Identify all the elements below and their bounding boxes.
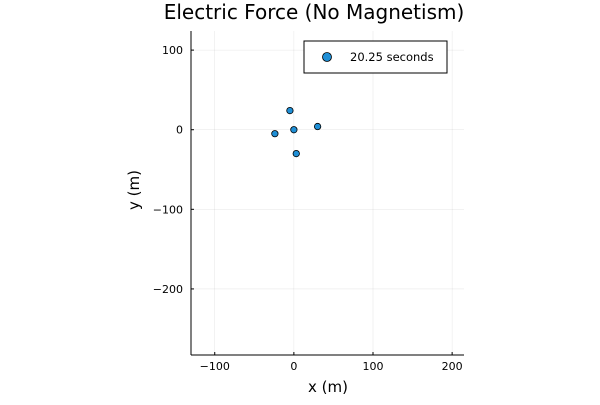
x-tick-label: 200 [442, 360, 463, 373]
x-tick-label: 0 [290, 360, 297, 373]
grid-lines [191, 31, 464, 355]
scatter-point [271, 130, 279, 138]
data-points [271, 107, 322, 158]
scatter-point [290, 126, 298, 134]
scatter-point [292, 149, 300, 158]
legend-label: 20.25 seconds [350, 50, 434, 64]
y-tick-label: 0 [176, 124, 183, 137]
axes [190, 31, 464, 356]
y-tick-label: −200 [153, 283, 183, 296]
legend-box [303, 40, 448, 74]
x-axis-title: x (m) [308, 378, 348, 396]
tick-labels: −100 0 100 200 100 0 −100 −200 [153, 44, 463, 373]
y-axis-title: y (m) [125, 170, 143, 210]
y-tick-label: 100 [162, 44, 183, 57]
x-tick-label: −100 [200, 360, 230, 373]
x-tick-label: 100 [363, 360, 384, 373]
legend-marker [322, 52, 332, 62]
scatter-point [286, 107, 294, 115]
y-tick-label: −100 [153, 203, 183, 216]
scatter-point [314, 122, 322, 131]
legend: 20.25 seconds [303, 40, 448, 74]
chart-title: Electric Force (No Magnetism) [164, 0, 465, 24]
